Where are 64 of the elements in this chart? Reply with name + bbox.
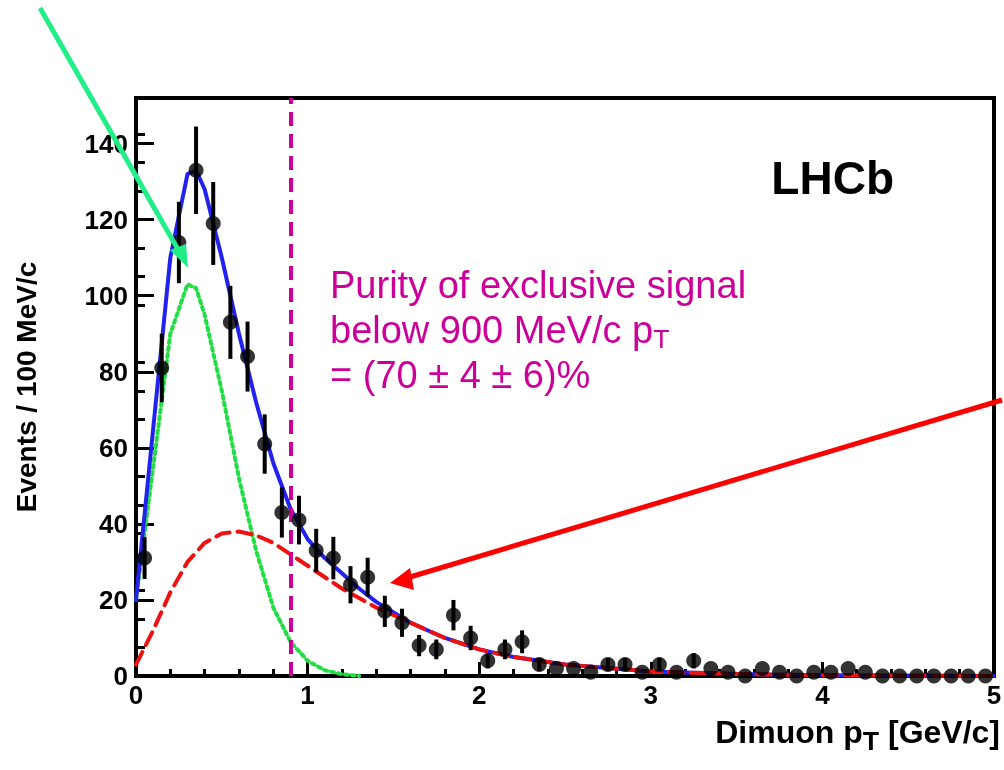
annotation: LHCb [771,152,894,204]
y-tick-label: 60 [99,432,128,463]
y-tick-label: 100 [84,280,128,311]
point [583,664,599,680]
point [394,615,410,631]
point [291,512,307,528]
point [222,314,238,330]
y-tick-label: 20 [99,584,128,615]
x-tick-label: 2 [471,680,487,710]
point [411,638,427,654]
x-axis-title: Dimuon p$_{T}$ [GeV/c] [715,714,1000,757]
point [651,657,667,673]
point [240,349,256,365]
point [754,660,770,676]
point [892,668,908,684]
point [154,360,170,376]
point [205,215,221,231]
point [840,660,856,676]
point [737,668,753,684]
point [428,641,444,657]
point [720,664,736,680]
y-tick-label: 120 [84,204,128,235]
x-tick-label: 1 [300,680,315,710]
point [823,664,839,680]
point [703,660,719,676]
point [686,653,702,669]
y-tick-label: 0 [113,661,128,691]
point [669,664,685,680]
y-axis-title: Events / 100 MeV/c [10,261,42,513]
point [325,550,341,566]
point [926,668,942,684]
point [274,504,290,520]
point [909,668,925,684]
point [137,550,153,566]
y-tick-label: 80 [99,356,128,387]
point [600,657,616,673]
point [480,653,496,669]
point [772,664,787,680]
point [514,634,530,650]
point [463,630,479,646]
point [531,657,547,673]
point [943,668,959,684]
point [806,664,822,680]
point [634,664,650,680]
x-tick-label: 4 [815,680,831,710]
point [857,664,873,680]
point [360,569,376,585]
point [188,162,204,178]
point [960,668,976,684]
point [977,668,993,684]
point [789,668,805,684]
y-tick-label: 40 [99,508,128,539]
point [874,668,890,684]
point [377,603,393,619]
point [566,660,582,676]
point [343,577,358,593]
point [497,641,513,657]
point [257,436,273,452]
x-tick-label: 3 [643,680,659,710]
x-tick-label: 5 [986,680,1002,710]
point [308,543,324,559]
point [617,657,633,673]
point [445,607,461,623]
point [548,660,564,676]
